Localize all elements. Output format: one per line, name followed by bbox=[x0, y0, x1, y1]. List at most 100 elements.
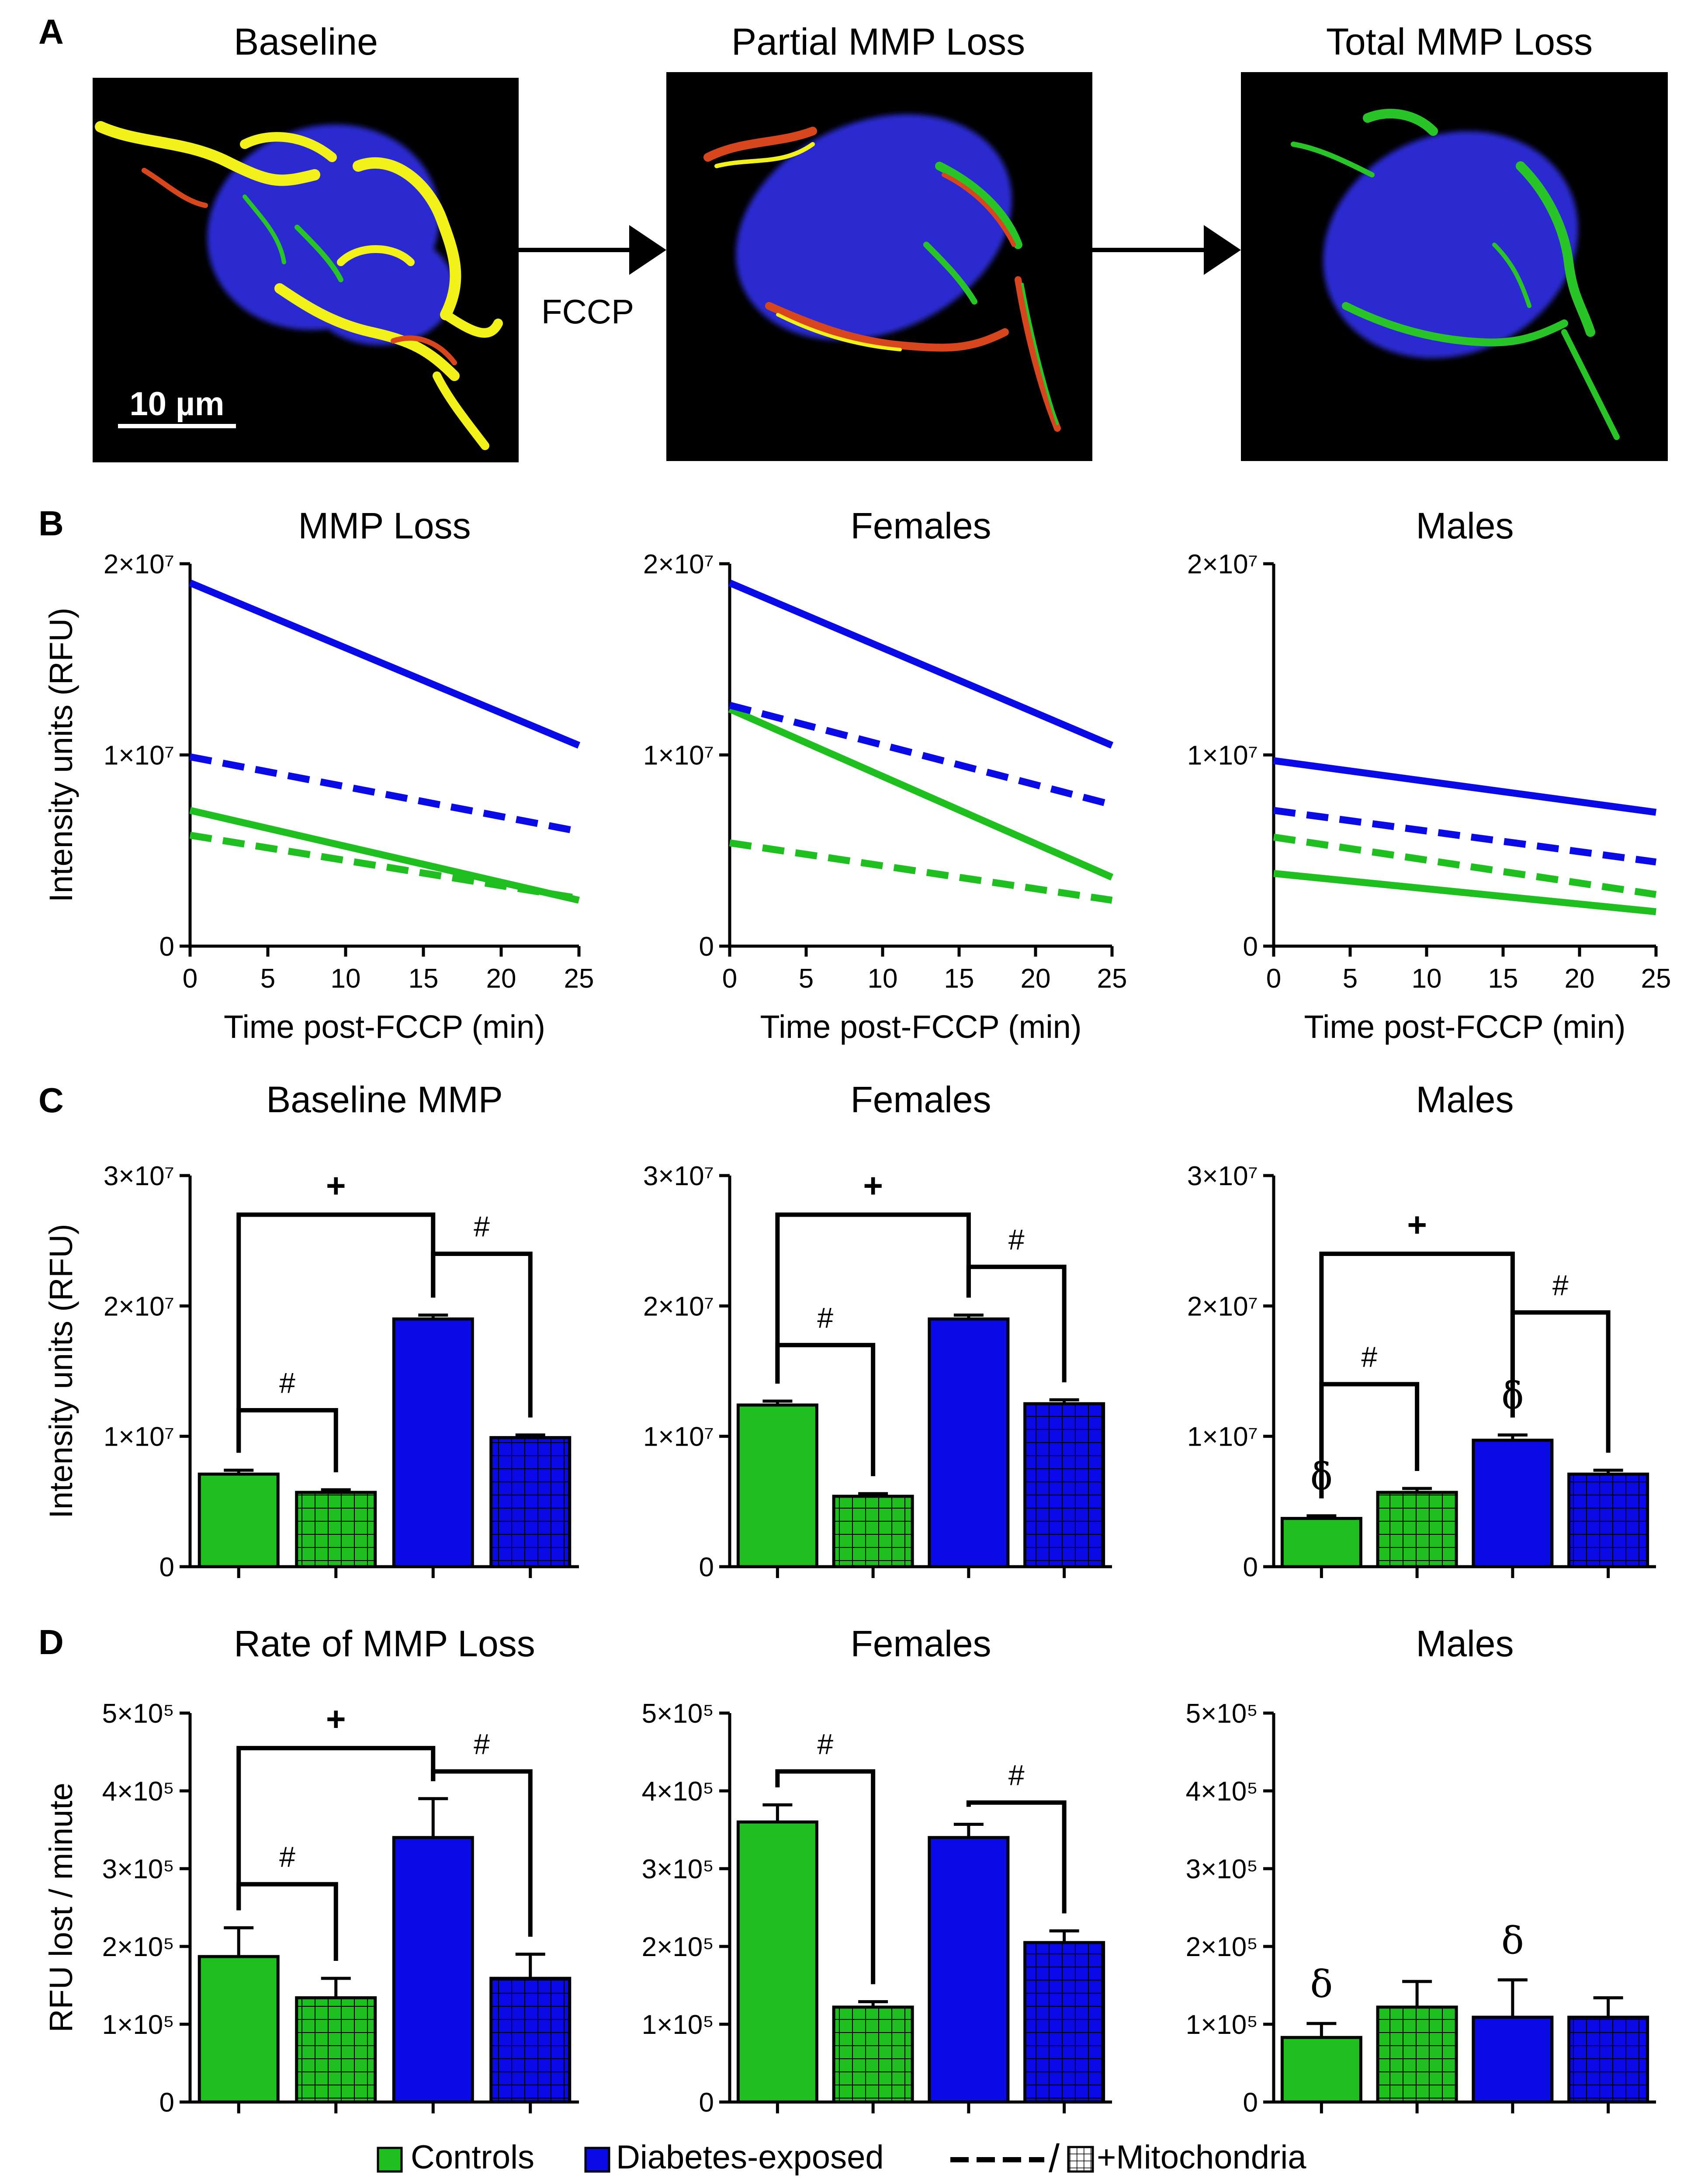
x-axis-label: Time post-FCCP (min) bbox=[224, 1009, 545, 1045]
y-tick-label: 2×10⁷ bbox=[104, 1291, 174, 1322]
micrograph-partial bbox=[666, 72, 1092, 461]
micrograph-total bbox=[1241, 72, 1668, 461]
chart-title: Males bbox=[1416, 505, 1514, 546]
chart-title: Rate of MMP Loss bbox=[234, 1623, 535, 1664]
bar bbox=[1567, 2015, 1649, 2104]
x-tick-label: 25 bbox=[1097, 964, 1127, 994]
significance-bracket bbox=[1319, 1252, 1515, 1499]
significance-label: # bbox=[817, 1301, 833, 1334]
bar bbox=[1023, 1941, 1105, 2104]
x-tick-label: 5 bbox=[799, 964, 814, 994]
legend-swatch-controls bbox=[377, 2147, 403, 2173]
bar bbox=[1567, 1472, 1649, 1568]
bar bbox=[392, 1836, 474, 2104]
y-tick-label: 1×10⁷ bbox=[1187, 1422, 1258, 1452]
chart-title: Females bbox=[850, 1623, 991, 1664]
x-tick-label: 15 bbox=[944, 964, 974, 994]
bar bbox=[489, 1977, 572, 2104]
x-tick-label: 10 bbox=[1412, 964, 1442, 994]
micrograph-title-partial: Partial MMP Loss bbox=[731, 21, 1025, 63]
y-tick-label: 3×10⁷ bbox=[1187, 1161, 1258, 1191]
significance-label: # bbox=[1552, 1269, 1569, 1301]
y-tick-label: 2×10⁷ bbox=[104, 549, 174, 579]
significance-bracket bbox=[1319, 1382, 1420, 1499]
x-tick-label: 25 bbox=[1641, 964, 1671, 994]
y-tick-label: 1×10⁷ bbox=[104, 1422, 174, 1452]
y-tick-label: 0 bbox=[699, 1552, 714, 1582]
y-axis-label: Intensity units (RFU) bbox=[43, 1224, 79, 1518]
chart-title: Baseline MMP bbox=[266, 1079, 503, 1120]
chart-b-3: Males 0 1×10⁷ 2×10⁷ 0 5 10 15 20 25 Time post-FCCP… bbox=[1187, 505, 1671, 1045]
bar bbox=[1472, 2015, 1554, 2104]
significance-bracket bbox=[966, 1800, 1067, 1914]
legend: Controls Diabetes-exposed / +Mitochondri… bbox=[377, 2137, 1306, 2181]
panel-letter-b: B bbox=[38, 504, 64, 543]
x-tick-label: 15 bbox=[1488, 964, 1518, 994]
y-tick-label: 3×10⁷ bbox=[104, 1161, 174, 1191]
y-tick-label: 5×10⁵ bbox=[102, 1699, 174, 1729]
delta-mark: δ bbox=[1501, 1919, 1524, 1963]
panel-letter-a: A bbox=[38, 12, 64, 51]
fccp-arrowhead-1 bbox=[629, 225, 666, 275]
bar bbox=[1280, 1517, 1362, 1568]
chart-title: MMP Loss bbox=[298, 505, 471, 546]
significance-label: # bbox=[817, 1728, 833, 1760]
legend-label-mitochondria: +Mitochondria bbox=[1097, 2139, 1306, 2176]
series-line-3 bbox=[189, 753, 580, 835]
y-tick-label: 1×10⁵ bbox=[102, 2010, 174, 2040]
bar bbox=[197, 1955, 280, 2104]
y-tick-label: 2×10⁵ bbox=[1186, 1932, 1258, 1962]
y-tick-label: 1×10⁵ bbox=[1186, 2010, 1258, 2040]
bar bbox=[392, 1317, 474, 1568]
x-tick-label: 20 bbox=[486, 964, 516, 994]
series-line-0 bbox=[728, 706, 1114, 881]
y-tick-label: 4×10⁵ bbox=[1186, 1776, 1258, 1807]
y-tick-label: 0 bbox=[1243, 1552, 1258, 1582]
y-tick-label: 0 bbox=[159, 932, 174, 962]
significance-bracket bbox=[236, 1746, 436, 1911]
chart-d-2: Females 0 1×10⁵ 2×10⁵ 3×10⁵ 4×10⁵ 5×10⁵ # # bbox=[642, 1623, 1112, 2118]
chart-d-1: Rate of MMP Loss 0 1×10⁵ 2×10⁵ 3×10⁵ 4×10⁵ 5×1… bbox=[43, 1623, 579, 2118]
significance-bracket bbox=[1510, 1310, 1611, 1453]
series-line-2 bbox=[188, 579, 581, 749]
bar bbox=[928, 1317, 1010, 1568]
charts: MMP Loss 0 1×10⁷ 2×10⁷ Intensity units (RFU)… bbox=[43, 505, 1671, 2118]
series-line-1 bbox=[189, 832, 580, 902]
micrograph-title-total: Total MMP Loss bbox=[1326, 21, 1593, 63]
bar bbox=[1376, 1491, 1458, 1568]
y-tick-label: 3×10⁵ bbox=[642, 1854, 714, 1884]
series-line-2 bbox=[728, 579, 1114, 749]
bar bbox=[1472, 1439, 1554, 1568]
bar bbox=[1023, 1402, 1105, 1568]
x-tick-label: 5 bbox=[1343, 964, 1358, 994]
x-tick-label: 10 bbox=[331, 964, 361, 994]
chart-b-2: Females 0 1×10⁷ 2×10⁷ 0 5 10 15 20 25 Time post-FC… bbox=[643, 505, 1127, 1045]
legend-label-controls: Controls bbox=[411, 2139, 534, 2176]
x-tick-label: 20 bbox=[1565, 964, 1595, 994]
delta-mark: δ bbox=[1310, 1455, 1333, 1499]
bar bbox=[736, 1403, 818, 1568]
chart-title: Males bbox=[1416, 1623, 1514, 1664]
bar bbox=[832, 1495, 914, 1568]
micrograph-title-baseline: Baseline bbox=[234, 21, 378, 63]
delta-mark: δ bbox=[1501, 1374, 1524, 1418]
y-tick-label: 0 bbox=[159, 1552, 174, 1582]
y-tick-label: 2×10⁷ bbox=[643, 549, 714, 579]
significance-label: # bbox=[474, 1210, 490, 1242]
x-tick-label: 0 bbox=[183, 964, 197, 994]
bar bbox=[832, 2005, 914, 2104]
significance-bracket bbox=[236, 1408, 338, 1472]
significance-label: # bbox=[279, 1841, 295, 1873]
bar bbox=[928, 1836, 1010, 2104]
y-tick-label: 0 bbox=[159, 2088, 174, 2118]
y-tick-label: 2×10⁵ bbox=[642, 1932, 714, 1962]
x-tick-label: 5 bbox=[260, 964, 275, 994]
chart-title: Females bbox=[850, 505, 991, 546]
series-line-1 bbox=[1273, 833, 1657, 898]
x-tick-label: 25 bbox=[564, 964, 594, 994]
significance-label: # bbox=[279, 1367, 295, 1399]
y-tick-label: 1×10⁷ bbox=[643, 1422, 714, 1452]
significance-label: # bbox=[1361, 1340, 1377, 1373]
y-tick-label: 3×10⁵ bbox=[1186, 1854, 1258, 1884]
